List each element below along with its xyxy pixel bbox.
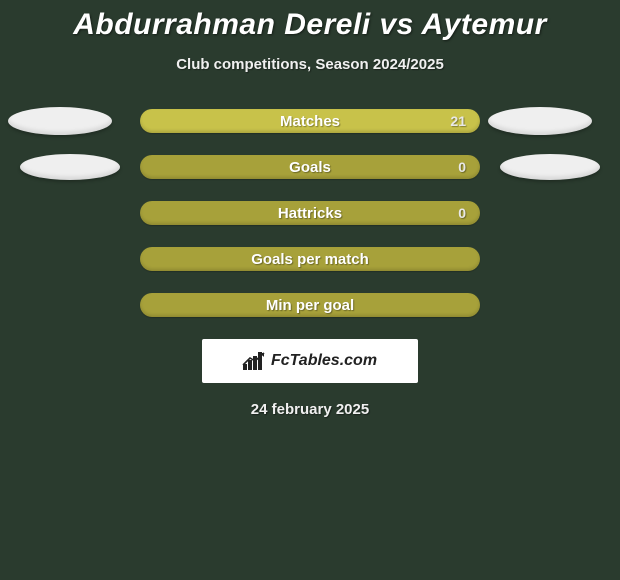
bar-value: 0 bbox=[458, 205, 466, 221]
stat-bar: Min per goal bbox=[140, 293, 480, 317]
bar-row: Goals per match bbox=[0, 247, 620, 271]
subtitle: Club competitions, Season 2024/2025 bbox=[176, 56, 444, 73]
logo-chart-icon bbox=[243, 352, 265, 370]
bar-row: Hattricks 0 bbox=[0, 201, 620, 225]
bars-area: Matches 21 Goals 0 Hattricks 0 Goals per match… bbox=[0, 109, 620, 317]
page-title: Abdurrahman Dereli vs Aytemur bbox=[73, 8, 547, 42]
stat-bar: Goals per match bbox=[140, 247, 480, 271]
bar-value: 21 bbox=[450, 113, 466, 129]
bar-label: Goals per match bbox=[251, 251, 369, 268]
logo-box: FcTables.com bbox=[202, 339, 418, 383]
bar-label: Min per goal bbox=[266, 297, 354, 314]
bar-label: Matches bbox=[280, 113, 340, 130]
infographic-container: Abdurrahman Dereli vs Aytemur Club compe… bbox=[0, 0, 620, 418]
logo-arrow-icon bbox=[242, 351, 266, 367]
side-ellipse bbox=[20, 154, 120, 180]
side-ellipse bbox=[488, 107, 592, 135]
date-text: 24 february 2025 bbox=[251, 401, 369, 418]
logo-text: FcTables.com bbox=[271, 352, 377, 370]
bar-row: Matches 21 bbox=[0, 109, 620, 133]
stat-bar: Goals 0 bbox=[140, 155, 480, 179]
side-ellipse bbox=[500, 154, 600, 180]
stat-bar: Hattricks 0 bbox=[140, 201, 480, 225]
bar-label: Goals bbox=[289, 159, 331, 176]
bar-row: Goals 0 bbox=[0, 155, 620, 179]
stat-bar: Matches 21 bbox=[140, 109, 480, 133]
bar-row: Min per goal bbox=[0, 293, 620, 317]
bar-value: 0 bbox=[458, 159, 466, 175]
bar-label: Hattricks bbox=[278, 205, 342, 222]
side-ellipse bbox=[8, 107, 112, 135]
